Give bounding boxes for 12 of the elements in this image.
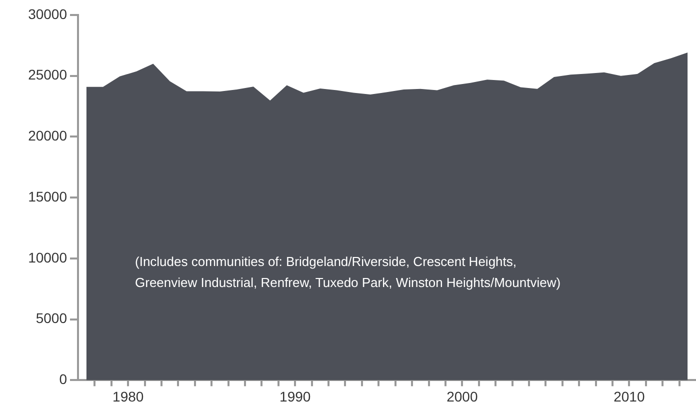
x-tick-label: 1990 bbox=[280, 388, 311, 404]
x-tick-label: 1980 bbox=[112, 388, 144, 404]
annotation: (Includes communities of: Bridgeland/Riverside, Crescent Heights, Greenview Industrial, Renfrew, Tuxedo Park, Winston Heights/Mountview) bbox=[135, 254, 561, 290]
y-tick-label: 20000 bbox=[28, 128, 68, 144]
y-tick-label: 25000 bbox=[28, 66, 68, 83]
y-tick-label: 15000 bbox=[28, 188, 68, 204]
y-tick-label: 30000 bbox=[28, 6, 68, 22]
x-tick-label: 2010 bbox=[614, 388, 645, 404]
y-tick-label: 10000 bbox=[28, 249, 68, 266]
y-tick-label: 0 bbox=[59, 371, 68, 388]
x-tick-label: 2000 bbox=[446, 388, 478, 404]
y-tick-label: 5000 bbox=[36, 310, 68, 326]
